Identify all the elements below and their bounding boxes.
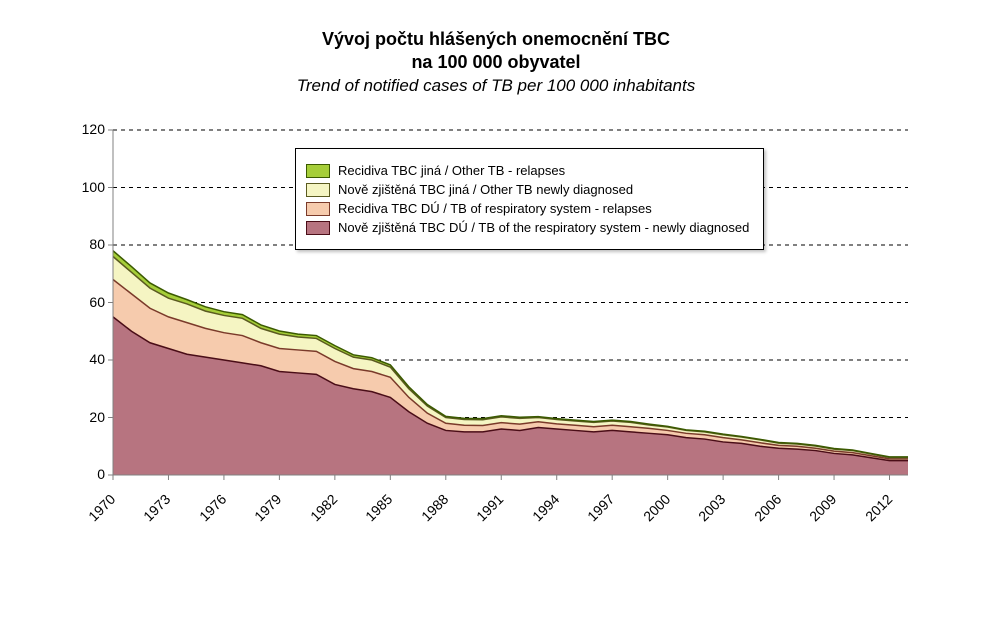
legend-swatch [306, 221, 330, 235]
y-tick-label: 40 [65, 351, 105, 367]
area-chart [0, 0, 992, 630]
legend-label: Recidiva TBC DÚ / TB of respiratory syst… [338, 201, 652, 216]
legend-swatch [306, 164, 330, 178]
y-tick-label: 100 [65, 179, 105, 195]
legend-swatch [306, 183, 330, 197]
legend-item: Recidiva TBC jiná / Other TB - relapses [306, 163, 749, 178]
y-tick-label: 120 [65, 121, 105, 137]
legend-label: Nově zjištěná TBC jiná / Other TB newly … [338, 182, 633, 197]
legend-swatch [306, 202, 330, 216]
legend-item: Recidiva TBC DÚ / TB of respiratory syst… [306, 201, 749, 216]
y-tick-label: 80 [65, 236, 105, 252]
legend-item: Nově zjištěná TBC DÚ / TB of the respira… [306, 220, 749, 235]
legend-item: Nově zjištěná TBC jiná / Other TB newly … [306, 182, 749, 197]
legend: Recidiva TBC jiná / Other TB - relapses N… [295, 148, 764, 250]
y-tick-label: 20 [65, 409, 105, 425]
y-tick-label: 60 [65, 294, 105, 310]
chart-container: Vývoj počtu hlášených onemocnění TBC na … [0, 0, 992, 630]
y-tick-label: 0 [65, 466, 105, 482]
legend-label: Nově zjištěná TBC DÚ / TB of the respira… [338, 220, 749, 235]
legend-label: Recidiva TBC jiná / Other TB - relapses [338, 163, 565, 178]
